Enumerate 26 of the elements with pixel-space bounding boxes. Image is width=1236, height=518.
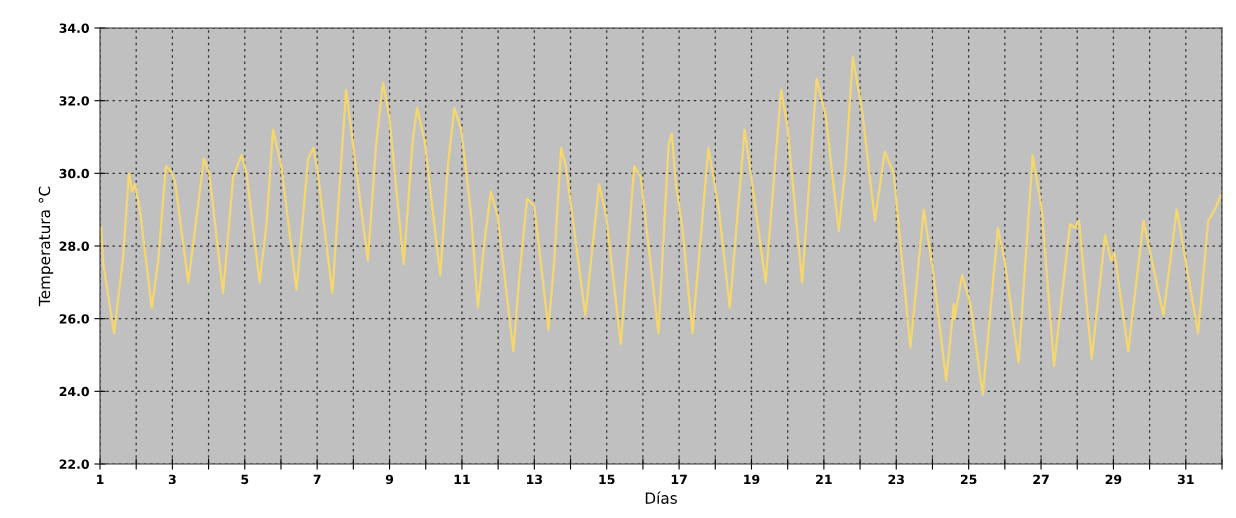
y-tick-label: 24.0 bbox=[59, 386, 89, 397]
x-tick-label: 5 bbox=[241, 474, 249, 485]
x-axis-title: Días bbox=[645, 491, 677, 504]
y-tick-label: 34.0 bbox=[59, 23, 89, 33]
x-tick-label: 17 bbox=[671, 474, 687, 484]
line-series bbox=[100, 55, 1222, 397]
x-tick-label: 27 bbox=[1033, 474, 1049, 484]
y-axis-title: Temperatura °C bbox=[38, 186, 54, 307]
x-tick-label: 11 bbox=[454, 474, 470, 484]
x-tick-label: 25 bbox=[960, 474, 977, 485]
y-tick-label: 26.0 bbox=[59, 314, 89, 324]
y-tick-label: 30.0 bbox=[59, 168, 89, 179]
x-tick-label: 13 bbox=[527, 474, 543, 485]
y-tick-label: 28.0 bbox=[59, 241, 89, 251]
x-tick-label: 23 bbox=[888, 474, 904, 485]
x-tick-label: 3 bbox=[168, 474, 176, 485]
y-tick-label: 22.0 bbox=[59, 459, 89, 469]
x-tick-label: 29 bbox=[1105, 474, 1122, 485]
x-tick-label: 21 bbox=[816, 474, 832, 484]
x-tick-label: 1 bbox=[97, 474, 104, 484]
x-tick-label: 31 bbox=[1177, 474, 1194, 485]
x-tick-label: 7 bbox=[313, 474, 321, 484]
y-tick-label: 32.0 bbox=[59, 96, 89, 106]
x-tick-label: 19 bbox=[744, 474, 760, 485]
x-tick-label: 15 bbox=[599, 474, 615, 485]
x-tick-label: 9 bbox=[385, 474, 394, 485]
